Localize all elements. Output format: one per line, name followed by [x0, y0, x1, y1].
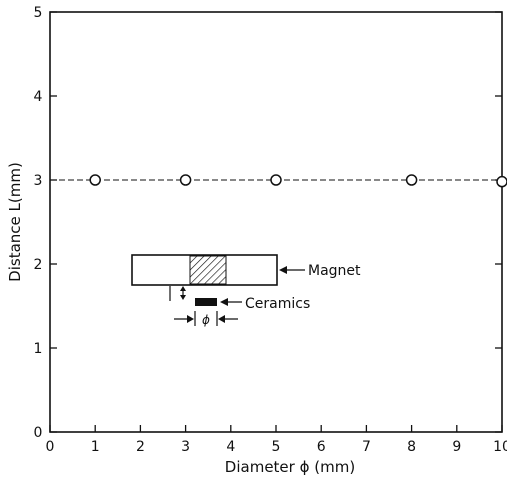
y-tick-label: 2 — [34, 257, 43, 273]
x-tick-label: 3 — [181, 439, 190, 455]
x-tick-label: 0 — [46, 439, 55, 455]
ceramics-arrowhead — [220, 298, 228, 306]
ceramics-shape — [195, 298, 217, 306]
data-point — [405, 174, 418, 186]
gap-arrowhead-up — [180, 286, 186, 291]
x-tick-label: 8 — [407, 439, 416, 455]
y-axis-ticks: 0 1 2 3 4 5 — [34, 5, 502, 441]
magnet-hatched-zone — [189, 255, 227, 285]
magnet-arrowhead — [279, 266, 287, 274]
data-point — [270, 174, 282, 186]
magnet-label: Magnet — [308, 263, 361, 279]
plot-frame — [49, 11, 503, 433]
data-point — [89, 174, 101, 186]
y-tick-label: 4 — [34, 89, 43, 105]
phi-arrowhead-left — [187, 315, 194, 323]
gap-arrowhead-down — [180, 295, 186, 300]
data-point — [496, 175, 507, 188]
phi-symbol: ϕ — [202, 313, 210, 327]
x-tick-label: 4 — [226, 439, 235, 455]
data-point — [179, 174, 192, 186]
x-tick-label: 6 — [317, 439, 326, 455]
x-tick-label: 5 — [272, 439, 281, 455]
inset-diagram: Magnet Ceramics ϕ — [131, 254, 361, 327]
x-tick-label: 10 — [493, 439, 507, 455]
x-tick-label: 2 — [136, 439, 145, 455]
y-axis-label: Distance L(mm) — [6, 162, 24, 282]
y-tick-label: 3 — [34, 173, 43, 189]
ceramics-label: Ceramics — [245, 296, 310, 312]
y-tick-label: 5 — [34, 5, 43, 21]
x-axis-ticks: 0 1 2 3 4 5 6 7 8 9 10 — [46, 425, 507, 455]
x-tick-label: 7 — [362, 439, 371, 455]
data-points — [89, 174, 507, 188]
phi-arrowhead-right — [218, 315, 225, 323]
y-tick-label: 0 — [34, 425, 43, 441]
y-tick-label: 1 — [34, 341, 43, 357]
x-axis-label: Diameter ϕ (mm) — [225, 458, 355, 476]
x-tick-label: 9 — [452, 439, 461, 455]
x-tick-label: 1 — [91, 439, 100, 455]
